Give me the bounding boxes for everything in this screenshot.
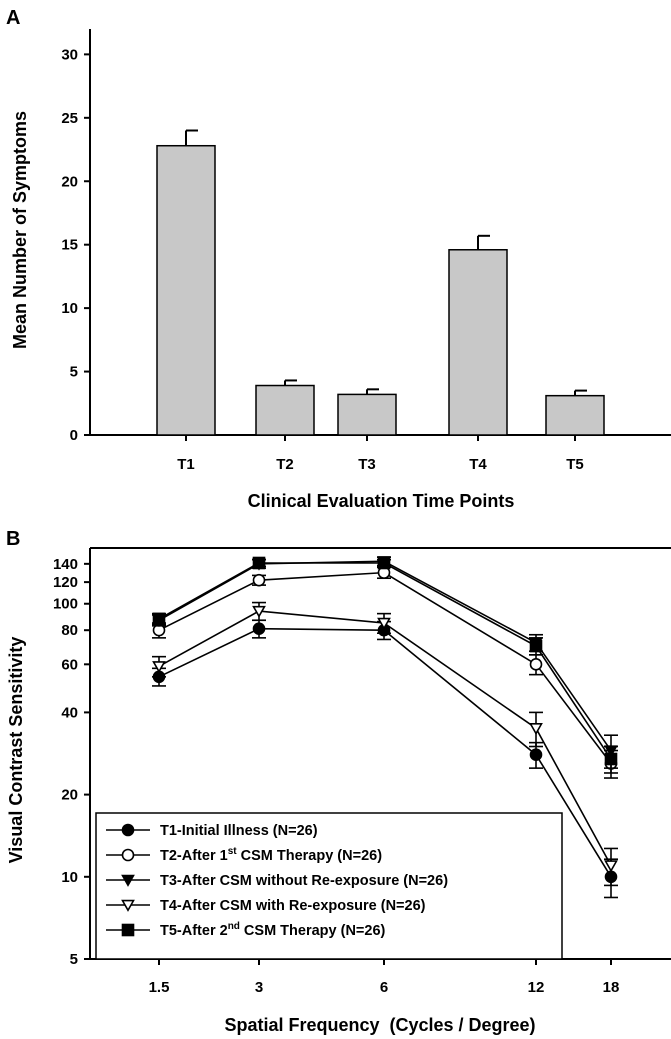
legend-label-text: CSM Therapy (N=26): [240, 923, 386, 939]
y-tick-label: 0: [70, 427, 78, 444]
legend: T1-Initial Illness (N=26) T2-After 1st CS…: [95, 812, 563, 960]
bar: [156, 144, 216, 436]
data-point: [529, 723, 543, 736]
data-point: [377, 556, 391, 569]
x-tick-label: 1.5: [149, 979, 170, 996]
bar: [337, 393, 397, 436]
y-tick-label: 5: [70, 951, 78, 968]
panel-b-y-axis-title: Visual Contrast Sensitivity: [6, 637, 26, 864]
y-tick-label: 60: [61, 656, 78, 673]
x-tick-label: T1: [177, 456, 195, 473]
legend-label-text: CSM Therapy (N=26): [237, 848, 383, 864]
legend-label-text: T5-After 2: [160, 923, 228, 939]
data-point: [604, 860, 618, 873]
series-5: [152, 556, 618, 774]
data-point: [252, 605, 266, 618]
y-tick-label: 140: [53, 556, 78, 573]
x-tick-label: T3: [358, 456, 376, 473]
x-tick-label: 6: [380, 979, 388, 996]
data-point: [252, 622, 266, 636]
x-tick-label: 12: [528, 979, 545, 996]
panel-b-label: B: [6, 528, 20, 550]
data-point: [377, 617, 391, 630]
y-tick-label: 10: [61, 869, 78, 886]
legend-label: T4-After CSM with Re-exposure (N=26): [160, 898, 426, 914]
data-point: [529, 658, 543, 671]
panel-b-series: [152, 556, 618, 899]
legend-item: T3-After CSM without Re-exposure (N=26): [106, 873, 448, 889]
legend-item: T2-After 1st CSM Therapy (N=26): [106, 846, 382, 864]
data-point: [121, 823, 135, 837]
y-tick-label: 10: [61, 300, 78, 317]
x-tick-label: T5: [566, 456, 584, 473]
data-point: [152, 661, 166, 674]
y-tick-label: 25: [61, 110, 78, 127]
legend-item: T4-After CSM with Re-exposure (N=26): [106, 898, 426, 914]
panel-a-label: A: [6, 7, 20, 29]
bar: [255, 384, 315, 436]
legend-label-text: T2-After 1: [160, 848, 228, 864]
series-4: [152, 601, 618, 887]
data-point: [252, 573, 266, 587]
series-3: [152, 556, 618, 769]
data-point: [252, 558, 266, 571]
data-point: [121, 923, 135, 937]
legend-label: T1-Initial Illness (N=26): [160, 823, 318, 839]
y-tick-label: 20: [61, 787, 78, 804]
bar: [448, 249, 508, 436]
x-tick-label: 3: [255, 979, 263, 996]
legend-label: T5-After 2nd CSM Therapy (N=26): [160, 921, 386, 939]
data-point: [604, 745, 618, 758]
panel-a-bars: [156, 129, 605, 436]
data-point: [529, 748, 543, 761]
panel-a: A 0 5 10 15 20 25 30 T1 T2 T3 T4 T5 Mean Number of…: [6, 7, 671, 511]
bar: [545, 394, 605, 436]
panel-b-x-axis-title: Spatial Frequency (Cycles / Degree): [224, 1015, 535, 1035]
series-line: [158, 562, 612, 760]
x-tick-label: 18: [603, 979, 620, 996]
y-tick-label: 30: [61, 46, 78, 63]
data-point: [152, 615, 166, 628]
data-point: [121, 848, 135, 862]
legend-item: T1-Initial Illness (N=26): [106, 823, 318, 839]
panel-a-x-ticks: T1 T2 T3 T4 T5: [177, 435, 584, 473]
x-tick-label: T4: [469, 456, 487, 473]
series-2: [152, 566, 618, 779]
y-tick-label: 100: [53, 596, 78, 613]
y-tick-label: 80: [61, 622, 78, 639]
legend-label: T3-After CSM without Re-exposure (N=26): [160, 873, 448, 889]
y-tick-label: 20: [61, 173, 78, 190]
x-tick-label: T2: [276, 456, 294, 473]
panel-a-y-axis-title: Mean Number of Symptoms: [10, 111, 30, 349]
y-tick-label: 40: [61, 704, 78, 721]
data-point: [121, 899, 135, 912]
panel-a-x-axis-title: Clinical Evaluation Time Points: [248, 491, 515, 511]
data-point: [529, 637, 543, 650]
panel-b-x-ticks: 1.5 3 6 12 18: [149, 959, 620, 996]
legend-label-superscript: nd: [228, 921, 240, 932]
y-tick-label: 5: [70, 364, 78, 381]
legend-label: T2-After 1st CSM Therapy (N=26): [160, 846, 382, 864]
legend-box: [95, 812, 563, 960]
y-tick-label: 15: [61, 237, 78, 254]
legend-label-superscript: st: [228, 846, 238, 857]
series-line: [158, 571, 612, 764]
legend-item: T5-After 2nd CSM Therapy (N=26): [106, 921, 386, 939]
panel-a-y-ticks: 0 5 10 15 20 25 30: [61, 46, 90, 444]
data-point: [121, 874, 135, 887]
y-tick-label: 120: [53, 574, 78, 591]
